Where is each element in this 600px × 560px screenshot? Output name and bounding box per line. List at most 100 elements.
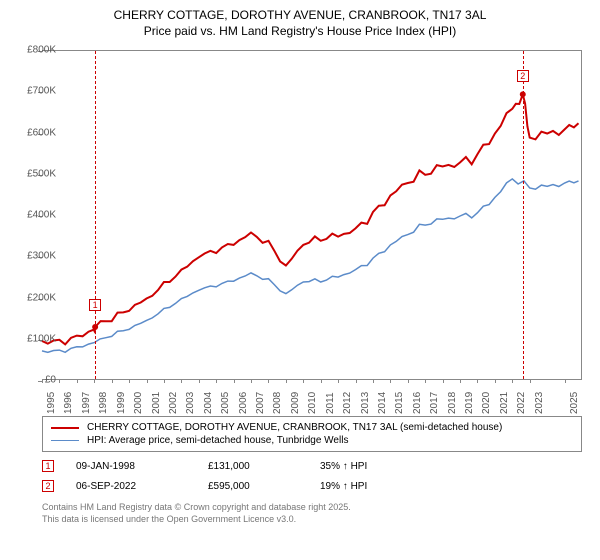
x-tick: [268, 379, 269, 383]
x-tick: [512, 379, 513, 383]
x-tick: [338, 379, 339, 383]
x-tick: [251, 379, 252, 383]
x-tick-label: 2006: [238, 392, 249, 414]
x-tick-label: 2011: [325, 392, 336, 414]
x-tick: [477, 379, 478, 383]
x-tick: [147, 379, 148, 383]
x-tick-label: 2014: [377, 392, 388, 414]
x-tick-label: 2007: [255, 392, 266, 414]
plot-svg: [42, 51, 582, 381]
footer-line2: This data is licensed under the Open Gov…: [42, 514, 582, 526]
x-tick: [373, 379, 374, 383]
y-tick-label: £400K: [6, 210, 56, 221]
x-tick: [129, 379, 130, 383]
x-tick: [59, 379, 60, 383]
legend-row: HPI: Average price, semi-detached house,…: [51, 434, 573, 447]
y-tick-label: £800K: [6, 45, 56, 56]
legend-row: CHERRY COTTAGE, DOROTHY AVENUE, CRANBROO…: [51, 421, 573, 434]
x-tick: [408, 379, 409, 383]
x-tick: [181, 379, 182, 383]
x-tick: [112, 379, 113, 383]
x-tick-label: 2015: [394, 392, 405, 414]
data-point-marker: 1: [42, 460, 54, 472]
x-tick: [286, 379, 287, 383]
x-tick: [565, 379, 566, 383]
x-tick-label: 2018: [447, 392, 458, 414]
x-tick-label: 2005: [220, 392, 231, 414]
title-line1: CHERRY COTTAGE, DOROTHY AVENUE, CRANBROO…: [0, 8, 600, 24]
legend-box: CHERRY COTTAGE, DOROTHY AVENUE, CRANBROO…: [42, 416, 582, 452]
x-tick: [390, 379, 391, 383]
x-tick-label: 2019: [464, 392, 475, 414]
y-tick-label: £0: [6, 375, 56, 386]
x-tick: [199, 379, 200, 383]
legend-swatch: [51, 427, 79, 429]
y-tick-label: £500K: [6, 168, 56, 179]
data-point-rows: 109-JAN-1998£131,00035% ↑ HPI206-SEP-202…: [42, 452, 582, 492]
marker-vline: [523, 51, 524, 379]
data-point-price: £131,000: [208, 461, 298, 472]
x-tick-label: 1995: [46, 392, 57, 414]
x-tick-label: 2004: [203, 392, 214, 414]
x-tick-label: 2001: [151, 392, 162, 414]
plot-area: 12: [42, 50, 582, 380]
marker-label-2: 2: [517, 70, 529, 82]
legend-label: HPI: Average price, semi-detached house,…: [87, 435, 348, 446]
x-tick: [216, 379, 217, 383]
x-tick-label: 1996: [63, 392, 74, 414]
x-tick-label: 2016: [412, 392, 423, 414]
footer-text: Contains HM Land Registry data © Crown c…: [42, 492, 582, 525]
data-point-row: 109-JAN-1998£131,00035% ↑ HPI: [42, 452, 582, 472]
marker-vline: [95, 51, 96, 379]
legend-label: CHERRY COTTAGE, DOROTHY AVENUE, CRANBROO…: [87, 422, 502, 433]
data-point-date: 06-SEP-2022: [76, 481, 186, 492]
x-tick-label: 2017: [429, 392, 440, 414]
data-point-row: 2 06-SEP-2022 £595,000 19% ↑ HPI: [42, 472, 582, 492]
x-tick: [530, 379, 531, 383]
marker-label-1: 1: [89, 299, 101, 311]
x-tick-label: 2021: [499, 392, 510, 414]
x-tick: [460, 379, 461, 383]
x-tick-label: 2009: [290, 392, 301, 414]
title-line2: Price paid vs. HM Land Registry's House …: [0, 24, 600, 40]
x-tick: [443, 379, 444, 383]
x-tick-label: 2003: [185, 392, 196, 414]
x-tick-label: 1997: [81, 392, 92, 414]
title-block: CHERRY COTTAGE, DOROTHY AVENUE, CRANBROO…: [0, 0, 600, 39]
x-tick: [425, 379, 426, 383]
x-tick-label: 2008: [272, 392, 283, 414]
y-tick-label: £700K: [6, 86, 56, 97]
series-price_paid: [42, 94, 579, 344]
data-point-pct: 19% ↑ HPI: [320, 481, 367, 492]
x-tick-label: 2025: [569, 392, 580, 414]
series-hpi: [42, 179, 579, 352]
x-tick-label: 2023: [534, 392, 545, 414]
footer-line1: Contains HM Land Registry data © Crown c…: [42, 502, 582, 514]
chart-container: CHERRY COTTAGE, DOROTHY AVENUE, CRANBROO…: [0, 0, 600, 560]
y-tick-label: £100K: [6, 333, 56, 344]
data-point-marker: 2: [42, 480, 54, 492]
x-tick-label: 2022: [516, 392, 527, 414]
x-tick: [303, 379, 304, 383]
y-tick-label: £200K: [6, 292, 56, 303]
x-tick-label: 2000: [133, 392, 144, 414]
x-tick: [77, 379, 78, 383]
x-tick: [321, 379, 322, 383]
legend-footer-area: CHERRY COTTAGE, DOROTHY AVENUE, CRANBROO…: [42, 416, 582, 525]
legend-swatch: [51, 440, 79, 442]
x-tick-label: 2020: [481, 392, 492, 414]
y-tick-label: £600K: [6, 127, 56, 138]
y-tick-label: £300K: [6, 251, 56, 262]
x-tick-label: 2013: [360, 392, 371, 414]
x-tick-label: 1999: [116, 392, 127, 414]
x-tick: [234, 379, 235, 383]
x-tick: [356, 379, 357, 383]
x-tick: [495, 379, 496, 383]
x-tick: [94, 379, 95, 383]
data-point-price: £595,000: [208, 481, 298, 492]
x-tick-label: 1998: [98, 392, 109, 414]
x-tick-label: 2010: [307, 392, 318, 414]
x-tick: [164, 379, 165, 383]
x-tick-label: 2012: [342, 392, 353, 414]
data-point-pct: 35% ↑ HPI: [320, 461, 367, 472]
